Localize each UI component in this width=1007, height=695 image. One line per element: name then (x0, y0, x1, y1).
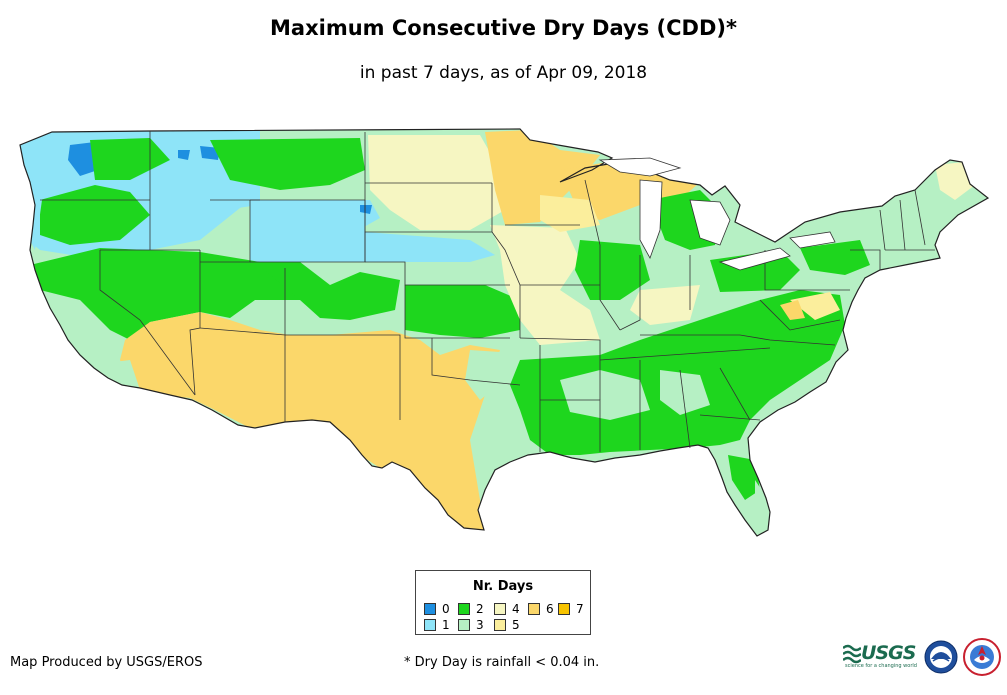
legend-label: 6 (546, 602, 554, 616)
map-subtitle: in past 7 days, as of Apr 09, 2018 (359, 63, 648, 83)
legend-item-4: 4 (494, 602, 520, 616)
state-borders (40, 131, 935, 452)
legend-swatch (494, 619, 506, 631)
legend-swatch (494, 603, 506, 615)
map-credit: Map Produced by USGS/EROS (10, 655, 203, 670)
legend-label: 0 (442, 602, 450, 616)
noaa-emblem-icon (924, 640, 958, 674)
noaa-logo (924, 640, 958, 674)
legend-label: 5 (512, 618, 520, 632)
legend-swatch (424, 603, 436, 615)
map-title: Maximum Consecutive Dry Days (CDD)* (270, 16, 737, 40)
legend-label: 4 (512, 602, 520, 616)
usgs-wordmark: USGS (861, 642, 916, 664)
legend-swatch (558, 603, 570, 615)
legend-swatch (458, 619, 470, 631)
nws-emblem-icon (963, 638, 1001, 676)
legend-swatch (458, 603, 470, 615)
legend-swatch (424, 619, 436, 631)
usgs-tagline: science for a changing world (845, 663, 917, 669)
dry-day-note: * Dry Day is rainfall < 0.04 in. (404, 655, 600, 670)
usgs-logo: USGS science for a changing world (843, 642, 919, 673)
legend-item-7: 7 (558, 602, 584, 616)
great-lakes (598, 157, 836, 271)
nws-logo (963, 638, 1001, 676)
legend-title: Nr. Days (472, 579, 534, 594)
legend-label: 2 (476, 602, 484, 616)
legend-item-6: 6 (528, 602, 554, 616)
usgs-wave-icon (843, 644, 861, 664)
legend-label: 1 (442, 618, 450, 632)
legend-label: 7 (576, 602, 584, 616)
legend: Nr. Days 0 1 2 3 4 5 6 7 (415, 570, 591, 635)
legend-swatch (528, 603, 540, 615)
legend-item-2: 2 (458, 602, 484, 616)
legend-item-0: 0 (424, 602, 450, 616)
legend-item-1: 1 (424, 618, 450, 632)
legend-label: 3 (476, 618, 484, 632)
legend-item-5: 5 (494, 618, 520, 632)
legend-item-3: 3 (458, 618, 484, 632)
